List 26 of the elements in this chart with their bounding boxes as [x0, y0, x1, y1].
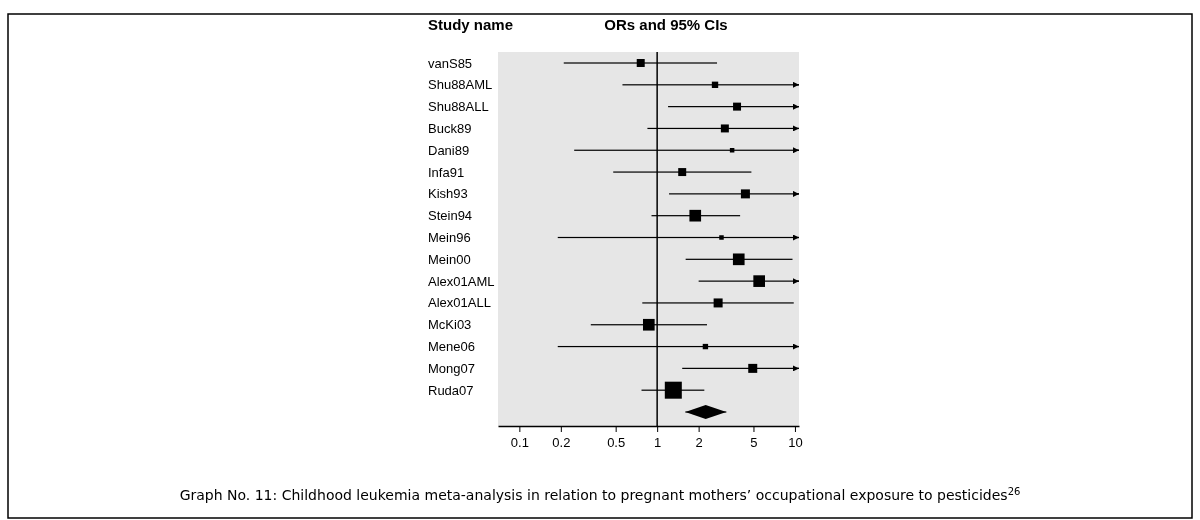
y-tick-label: Alex01ALL	[428, 295, 491, 311]
y-tick-label: Mong07	[428, 360, 475, 376]
y-tick-label: Mene06	[428, 339, 475, 355]
text: Graph No. 11: Childhood leukemia meta-analysis in relation to pregnant mothers’ occupational exposure to pesticides$^{26}$	[179, 485, 1021, 503]
y-tick-label: Mein96	[428, 230, 471, 246]
y-tick-label: Stein94	[428, 208, 473, 224]
x-tick-label: 2	[695, 434, 703, 450]
y-tick-label: Buck89	[428, 120, 472, 136]
y-tick-label: Ruda07	[428, 382, 474, 398]
y-tick-label: Dani89	[428, 142, 470, 158]
y-tick-label: Shu88AML	[428, 77, 493, 93]
x-tick-label: 0.2	[552, 434, 571, 450]
x-tick-label: 0.1	[510, 434, 529, 450]
y-axis-title: Study name	[428, 16, 514, 33]
y-tick-label: Alex01AML	[428, 273, 495, 289]
x-tick-label: 5	[750, 434, 758, 450]
y-tick-label: Shu88ALL	[428, 99, 489, 115]
y-tick-label: McKi03	[428, 317, 472, 333]
y-tick-label: Mein00	[428, 251, 471, 267]
x-tick-label: 0.5	[607, 434, 626, 450]
y-tick-label: vanS85	[428, 55, 473, 71]
y-tick-label: Kish93	[428, 186, 468, 202]
x-tick-label: 1	[654, 434, 662, 450]
x-tick-label: 10	[788, 434, 803, 450]
y-tick-label: Infa91	[428, 164, 465, 180]
chart-title: ORs and 95% CIs	[604, 16, 728, 33]
